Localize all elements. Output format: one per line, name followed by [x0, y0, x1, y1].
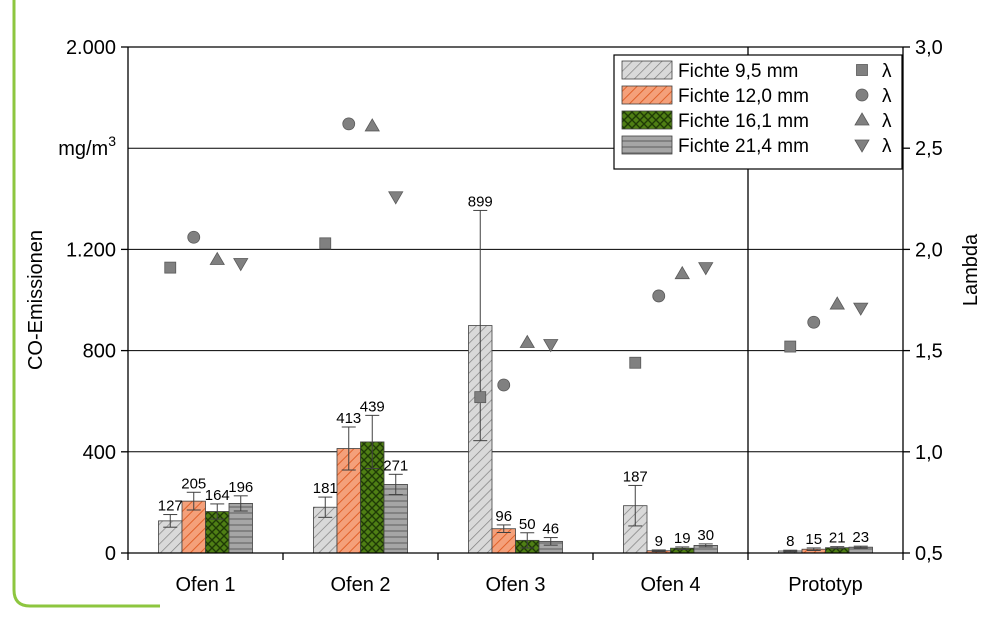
legend-swatch-2: [621, 110, 673, 130]
data-label-s3-c3: 30: [697, 527, 714, 544]
legend: Fichte 9,5 mm λ Fichte 12,0 mm λ Fichte 16,1…: [613, 54, 903, 170]
data-label-s0-c1: 181: [313, 480, 338, 497]
legend-label-3: Fichte 21,4 mm: [678, 136, 809, 157]
data-label-s2-c0: 164: [205, 487, 230, 504]
y-unit-base: mg/m: [58, 138, 108, 160]
lambda-marker-s2-c2: [519, 334, 535, 348]
decorative-border: [12, 0, 160, 608]
legend-marker-3: [854, 139, 870, 153]
axes-layer: 0,51,01,52,02,53,004008001.2002.000mg/m3…: [25, 37, 982, 596]
lambda-marker-s1-c1: [342, 117, 356, 131]
y-unit-sup: 3: [108, 133, 116, 149]
data-label-s3-c2: 46: [542, 521, 559, 538]
legend-lambda-2: λ: [882, 111, 892, 132]
lambda-marker-s3-c3: [698, 262, 714, 276]
y-tick-label: 1.200: [66, 239, 116, 261]
y-tick-label: 400: [83, 442, 116, 464]
y2-axis-title: Lambda: [960, 233, 982, 306]
x-tick-label: Ofen 4: [640, 574, 700, 596]
data-label-s1-c2: 96: [495, 508, 512, 525]
y-unit-label: mg/m3: [58, 133, 116, 160]
lambda-marker-s3-c1: [388, 191, 404, 205]
lambda-marker-s3-c0: [233, 258, 249, 272]
bars-layer: [158, 325, 873, 554]
legend-marker-0: [856, 64, 868, 76]
data-label-s1-c3: 9: [655, 533, 663, 550]
data-label-s0-c4: 8: [786, 533, 794, 550]
y-tick-label: 800: [83, 341, 116, 363]
x-tick-label: Ofen 1: [175, 574, 235, 596]
lambda-marker-s0-c0: [164, 261, 177, 274]
x-tick-label: Ofen 2: [330, 574, 390, 596]
legend-swatch-3: [621, 135, 673, 155]
lambda-marker-s3-c2: [543, 339, 559, 353]
y2-tick-label: 1,5: [915, 341, 943, 363]
legend-swatch-1: [621, 85, 673, 105]
x-tick-label: Ofen 3: [485, 574, 545, 596]
lambda-marker-s0-c3: [629, 356, 642, 369]
legend-label-0: Fichte 9,5 mm: [678, 61, 798, 82]
legend-label-1: Fichte 12,0 mm: [678, 86, 809, 107]
data-label-s2-c1: 439: [360, 398, 385, 415]
lambda-marker-s2-c0: [209, 251, 225, 265]
lambda-marker-s0-c4: [784, 340, 797, 353]
data-label-s0-c2: 899: [468, 193, 493, 210]
data-label-s2-c2: 50: [519, 516, 536, 533]
lambda-marker-s1-c3: [652, 289, 666, 303]
data-labels-layer: 127 181 899 187 8 205 413 96 9 15 164 439 50 19 21 196 2…: [158, 193, 869, 550]
data-label-s3-c1: 271: [383, 457, 408, 474]
data-label-s0-c3: 187: [623, 468, 648, 485]
legend-lambda-0: λ: [882, 61, 892, 82]
lambda-marker-s2-c4: [829, 296, 845, 310]
y2-tick-label: 0,5: [915, 543, 943, 565]
lambda-marker-s2-c1: [364, 118, 380, 132]
grid-lines: [128, 147, 903, 453]
data-label-s1-c0: 205: [181, 475, 206, 492]
y2-tick-label: 2,5: [915, 138, 943, 160]
lambda-markers-layer: [164, 117, 869, 404]
data-label-s3-c4: 23: [852, 529, 869, 546]
lambda-marker-s0-c1: [319, 237, 332, 250]
legend-marker-2: [854, 112, 870, 126]
data-label-s1-c1: 413: [336, 410, 361, 427]
data-label-s0-c0: 127: [158, 498, 183, 515]
legend-lambda-3: λ: [882, 136, 892, 157]
y2-tick-label: 3,0: [915, 37, 943, 59]
data-label-s3-c0: 196: [228, 479, 253, 496]
lambda-marker-s1-c4: [807, 315, 821, 329]
lambda-marker-s1-c0: [187, 230, 201, 244]
lambda-marker-s0-c2: [474, 391, 487, 404]
legend-swatch-0: [621, 60, 673, 80]
legend-marker-1: [855, 88, 869, 102]
legend-lambda-1: λ: [882, 86, 892, 107]
lambda-marker-s3-c4: [853, 302, 869, 316]
y2-tick-label: 2,0: [915, 239, 943, 261]
legend-label-2: Fichte 16,1 mm: [678, 111, 809, 132]
x-tick-label: Prototyp: [788, 574, 862, 596]
lambda-marker-s1-c2: [497, 378, 511, 392]
y2-tick-label: 1,0: [915, 442, 943, 464]
data-label-s2-c4: 21: [829, 530, 846, 547]
data-label-s1-c4: 15: [805, 531, 822, 548]
data-label-s2-c3: 19: [674, 530, 691, 547]
y-tick-label: 0: [105, 543, 116, 565]
y-axis-title: CO-Emissionen: [25, 230, 47, 370]
lambda-marker-s2-c3: [674, 265, 690, 280]
error-bars-layer: [163, 209, 868, 553]
y-tick-label: 2.000: [66, 37, 116, 59]
